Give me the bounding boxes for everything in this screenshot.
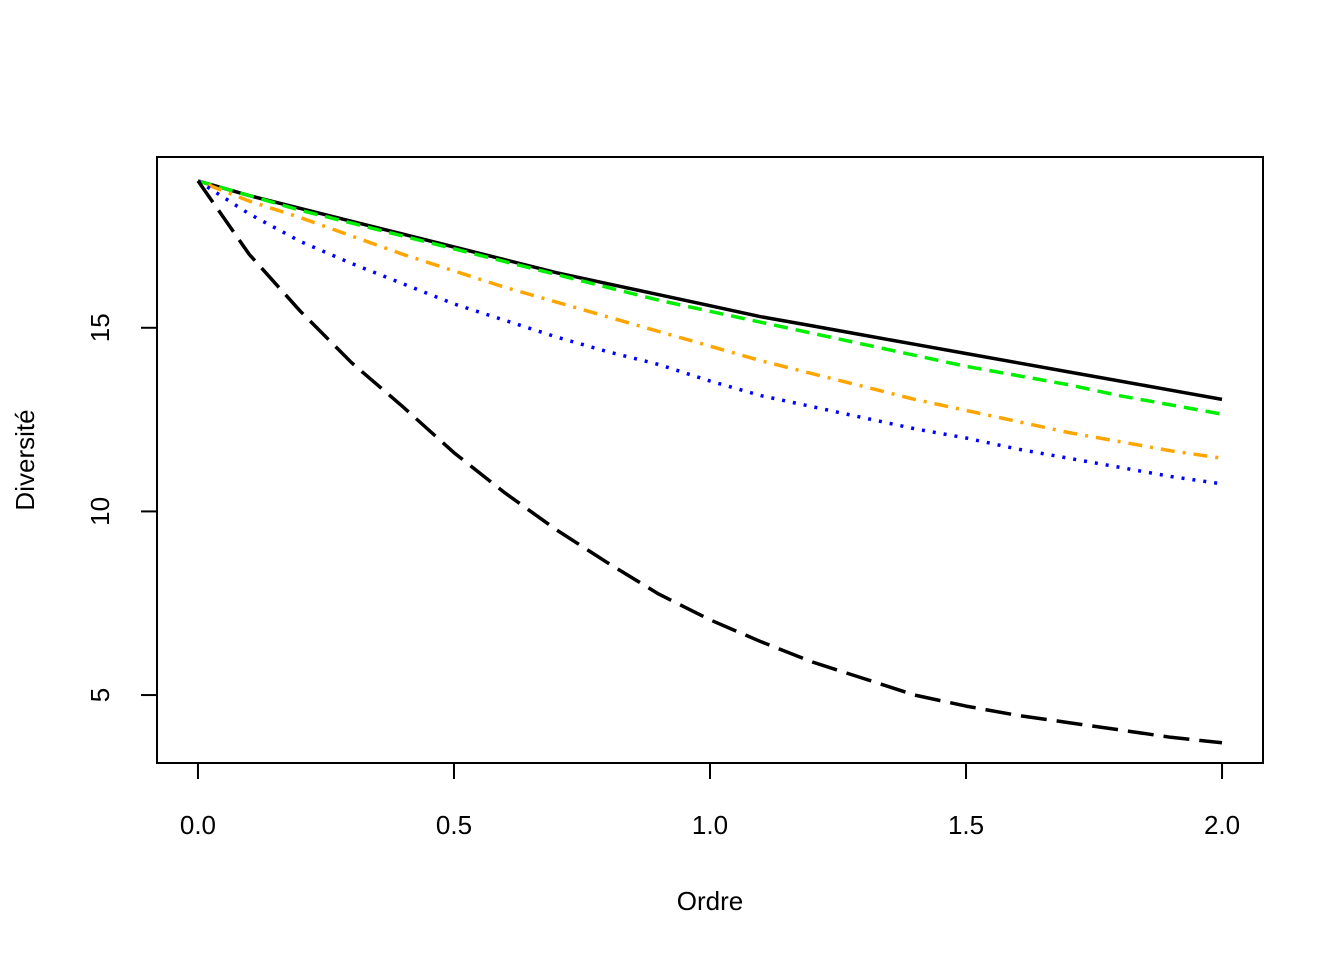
x-tick-label: 1.0	[692, 810, 728, 840]
series-line-dashed-green	[197, 179, 1223, 416]
y-tick-label: 5	[85, 688, 115, 702]
y-tick-label: 10	[85, 497, 115, 526]
x-tick-label: 1.5	[948, 810, 984, 840]
y-axis-title: Diversité	[10, 409, 40, 510]
x-tick-label: 0.5	[436, 810, 472, 840]
series-line-dotted-blue	[197, 179, 1223, 486]
series-line-dotdash-orange	[197, 179, 1223, 460]
x-axis-title: Ordre	[677, 886, 743, 916]
x-axis: 0.0 0.5 1.0 1.5 2.0	[180, 762, 1240, 840]
x-tick-label: 2.0	[1204, 810, 1240, 840]
x-tick-label: 0.0	[180, 810, 216, 840]
y-axis: 5 10 15	[85, 313, 158, 702]
series-layer	[196, 179, 1223, 745]
y-tick-label: 15	[85, 313, 115, 342]
series-line-solid-black	[197, 179, 1223, 402]
series-line-longdash-black	[196, 179, 1223, 745]
